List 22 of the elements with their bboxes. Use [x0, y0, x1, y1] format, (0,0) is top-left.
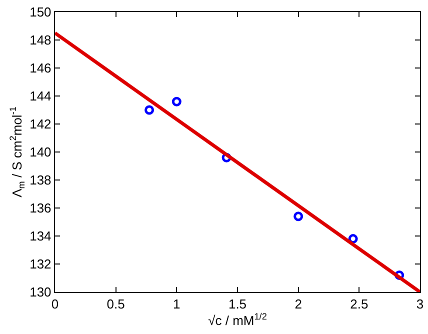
y-tick-label: 130 — [30, 284, 52, 300]
point — [144, 105, 154, 115]
x-tick-label: 2 — [294, 296, 302, 312]
x-tick-label: 2.5 — [350, 296, 368, 312]
point — [172, 96, 182, 106]
point — [294, 212, 304, 222]
y-tick-label: 150 — [30, 4, 52, 20]
y-tick-label: 140 — [30, 144, 52, 160]
y-tick-label: 148 — [30, 32, 52, 48]
x-tick-label: 0 — [51, 296, 59, 312]
x-tick-label: 1 — [173, 296, 180, 312]
x-axis-title: √c / mM$^{1/2}$ — [208, 312, 267, 328]
y-tick-label: 132 — [30, 256, 52, 272]
x-tick-label: 1.5 — [228, 296, 247, 312]
y-tick-label: 144 — [30, 88, 52, 104]
y-tick-label: 136 — [30, 200, 52, 216]
y-tick-label: 142 — [30, 116, 52, 132]
x-tick-label: 0.5 — [106, 296, 125, 312]
x-tick-label: 3 — [416, 296, 424, 312]
y-tick-label: 146 — [30, 60, 52, 76]
y-tick-label: 134 — [30, 228, 52, 244]
y-tick-label: 138 — [30, 172, 52, 188]
